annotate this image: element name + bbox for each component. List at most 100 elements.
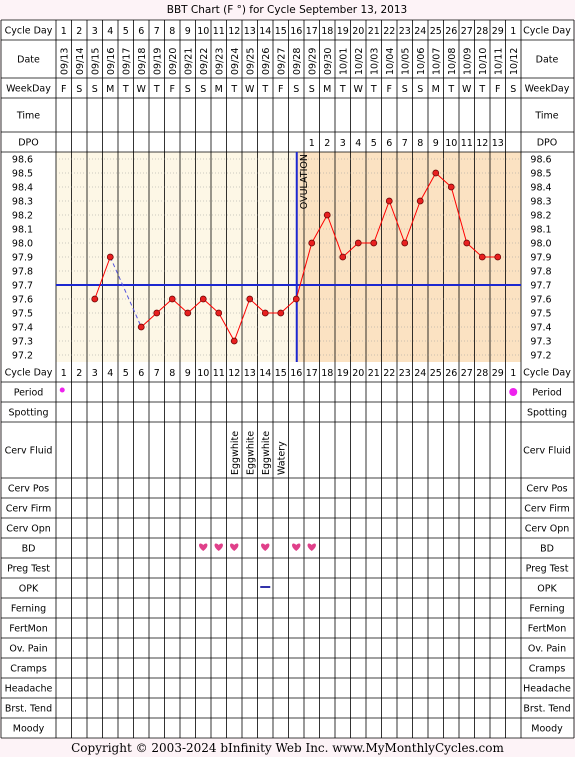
temp-point xyxy=(215,309,223,317)
weekday-label: M xyxy=(215,84,223,95)
temp-point xyxy=(385,197,393,205)
date-label: 10/06 xyxy=(416,48,427,75)
weekday-label: S xyxy=(402,84,408,95)
y-tick-right: 97.3 xyxy=(530,337,551,348)
date-label: 09/16 xyxy=(106,48,117,75)
weekday-label: F xyxy=(278,84,283,95)
row-label-right-time: Time xyxy=(534,111,558,122)
weekday-label: M xyxy=(106,84,114,95)
cycle-day-top: 7 xyxy=(154,26,160,37)
temp-segment xyxy=(373,200,390,244)
dpo-label: 9 xyxy=(433,138,439,149)
ovulation-label: OVULATION xyxy=(299,154,310,209)
temp-point xyxy=(153,309,161,317)
temp-point xyxy=(401,239,409,247)
temp-point xyxy=(354,239,362,247)
temp-segment xyxy=(94,256,111,300)
row-label-left-cerv-pos: Cerv Pos xyxy=(8,484,49,495)
temp-point xyxy=(370,239,378,247)
y-tick-right: 97.8 xyxy=(530,267,551,278)
temp-point xyxy=(199,295,207,303)
y-tick-left: 98.1 xyxy=(12,225,33,236)
row-label-left-cerv-fluid: Cerv Fluid xyxy=(5,446,53,457)
y-tick-right: 97.2 xyxy=(530,351,551,362)
dpo-label: 13 xyxy=(492,138,504,149)
cycle-day-top: 27 xyxy=(461,26,473,37)
weekday-label: T xyxy=(478,84,485,95)
y-tick-right: 98.1 xyxy=(530,225,551,236)
bd-heart-icon xyxy=(307,543,316,551)
date-label: 09/15 xyxy=(90,48,101,75)
period-dot xyxy=(59,387,65,393)
date-label: 10/02 xyxy=(354,48,365,75)
y-tick-left: 98.4 xyxy=(12,183,33,194)
temp-point xyxy=(91,295,99,303)
cycle-day-bottom: 24 xyxy=(414,368,426,379)
cerv-fluid-label: Eggwhite xyxy=(230,431,241,475)
row-label-left-fertmon: FertMon xyxy=(9,624,47,635)
weekday-label: T xyxy=(447,84,454,95)
dpo-label: 8 xyxy=(417,138,423,149)
weekday-label: W xyxy=(245,84,255,95)
y-tick-right: 98.2 xyxy=(530,211,551,222)
temp-point xyxy=(447,183,455,191)
cycle-day-bottom: 23 xyxy=(399,368,411,379)
row-label-right-cycle-day: Cycle Day xyxy=(523,368,571,379)
weekday-label: W xyxy=(137,84,147,95)
weekday-label: S xyxy=(417,84,423,95)
temp-segment xyxy=(171,298,189,314)
weekday-label: S xyxy=(200,84,206,95)
row-label-right-brst-tend: Brst. Tend xyxy=(523,704,570,715)
row-label-right-ov-pain: Ov. Pain xyxy=(528,644,566,655)
bd-heart-icon xyxy=(199,543,208,551)
cycle-day-top: 14 xyxy=(259,26,271,37)
period-dot xyxy=(509,388,518,396)
y-tick-left: 97.3 xyxy=(12,337,33,348)
temp-segment xyxy=(280,298,297,314)
cycle-day-bottom: 11 xyxy=(213,368,225,379)
y-tick-right: 97.7 xyxy=(530,281,551,292)
temp-segment xyxy=(187,298,204,314)
row-label-right-ferning: Ferning xyxy=(529,604,564,615)
cycle-day-top: 20 xyxy=(352,26,364,37)
weekday-label: S xyxy=(293,84,299,95)
row-label-left-cerv-opn: Cerv Opn xyxy=(6,524,51,535)
temp-segment xyxy=(326,214,344,258)
temp-point xyxy=(339,253,347,261)
weekday-label: F xyxy=(170,84,175,95)
date-label: 09/26 xyxy=(261,48,272,75)
row-label-left-weekday: WeekDay xyxy=(6,84,51,95)
cycle-day-top: 4 xyxy=(107,26,113,37)
y-tick-left: 98.3 xyxy=(12,197,33,208)
y-tick-left: 97.5 xyxy=(12,309,33,320)
row-label-left-preg-test: Preg Test xyxy=(7,564,50,575)
row-label-right-cerv-fluid: Cerv Fluid xyxy=(523,446,571,457)
row-label-left-dpo: DPO xyxy=(18,138,39,149)
temp-segment xyxy=(233,298,251,342)
temp-point xyxy=(323,211,331,219)
y-tick-left: 97.2 xyxy=(12,351,33,362)
y-tick-left: 98.6 xyxy=(12,155,33,166)
date-label: 09/19 xyxy=(152,48,163,75)
row-label-left-ov-pain: Ov. Pain xyxy=(9,644,47,655)
temp-point xyxy=(168,295,176,303)
y-tick-left: 97.9 xyxy=(12,253,33,264)
date-label: 10/12 xyxy=(509,48,520,75)
date-label: 10/09 xyxy=(462,48,473,75)
row-label-right-period: Period xyxy=(532,388,562,399)
cycle-day-top: 24 xyxy=(414,26,426,37)
weekday-label: T xyxy=(261,84,268,95)
weekday-label: T xyxy=(153,84,160,95)
dpo-label: 3 xyxy=(340,138,346,149)
temp-segment xyxy=(109,256,142,328)
temp-segment xyxy=(218,312,235,342)
cycle-day-top: 25 xyxy=(430,26,442,37)
cycle-day-bottom: 9 xyxy=(185,368,191,379)
temp-point xyxy=(106,253,114,261)
row-label-left-opk: OPK xyxy=(19,584,39,595)
cycle-day-bottom: 25 xyxy=(430,368,442,379)
cycle-day-top: 26 xyxy=(445,26,457,37)
cerv-fluid-label: Watery xyxy=(276,441,287,475)
cycle-day-top: 1 xyxy=(510,26,516,37)
